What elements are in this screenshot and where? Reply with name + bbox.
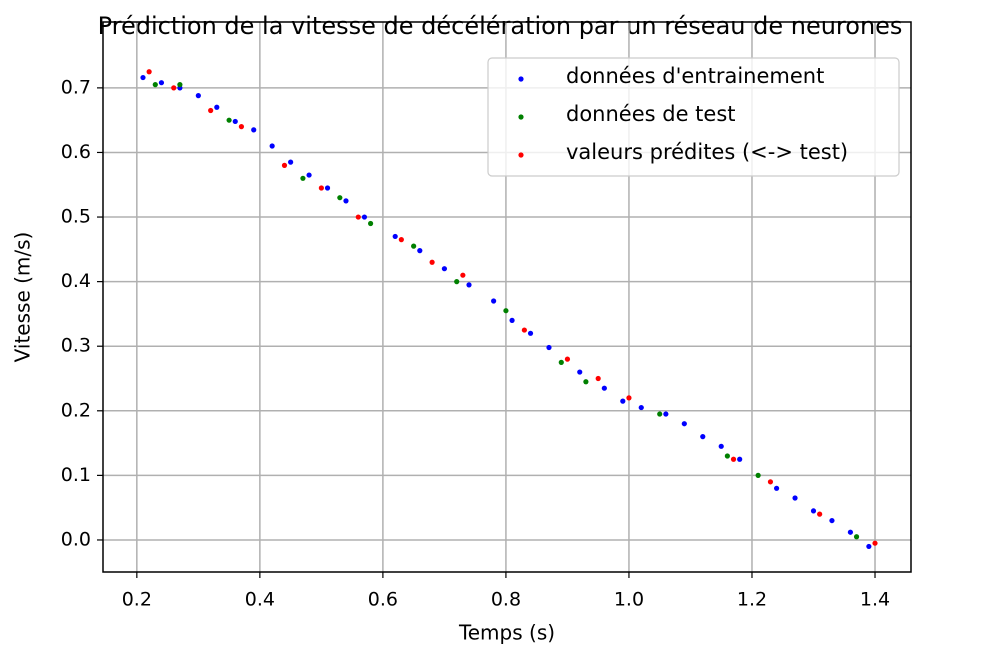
x-axis-label: Temps (s): [458, 621, 555, 645]
y-tick-label: 0.1: [61, 464, 91, 486]
point: [152, 82, 158, 88]
x-tick-label: 0.6: [368, 589, 398, 611]
point: [232, 118, 238, 125]
legend-label: valeurs prédites (<-> test): [566, 140, 848, 164]
point: [171, 85, 177, 91]
point: [829, 517, 835, 524]
point: [392, 233, 398, 240]
x-tick-label: 0.2: [122, 589, 152, 611]
point: [306, 172, 312, 178]
legend-box: [487, 57, 900, 177]
point: [441, 266, 448, 272]
point: [872, 540, 878, 546]
point: [657, 411, 663, 417]
chart-title: Prédiction de la vitesse de décélération…: [98, 12, 903, 40]
y-tick-label: 0.6: [61, 141, 91, 163]
point: [177, 82, 183, 88]
point: [140, 74, 146, 81]
y-tick-label: 0.5: [61, 206, 91, 228]
x-tick-label: 1.0: [614, 589, 644, 611]
point: [595, 375, 601, 382]
point: [429, 259, 435, 265]
point: [817, 511, 823, 517]
point: [558, 359, 564, 365]
point: [208, 107, 214, 114]
point: [724, 453, 730, 459]
point: [773, 485, 780, 491]
point: [755, 472, 761, 478]
x-tick-label: 1.4: [860, 589, 890, 611]
point: [681, 421, 687, 427]
point: [718, 443, 724, 449]
legend-label: données de test: [566, 102, 736, 126]
point: [583, 379, 589, 385]
legend-marker: [518, 76, 524, 82]
point: [195, 93, 201, 99]
point: [737, 456, 743, 462]
y-tick-label: 0.4: [61, 270, 91, 292]
point: [288, 159, 294, 165]
point: [355, 214, 361, 220]
point: [417, 248, 423, 254]
x-tick-label: 0.8: [491, 589, 521, 611]
plot-frame: [102, 21, 912, 573]
point: [521, 327, 527, 333]
point: [700, 434, 706, 440]
point: [503, 308, 509, 314]
point: [564, 356, 571, 362]
y-tick-label: 0.2: [61, 399, 91, 421]
point: [251, 127, 257, 133]
point: [367, 220, 374, 227]
point: [398, 237, 404, 243]
point: [767, 479, 774, 485]
point: [730, 456, 737, 462]
point: [601, 385, 607, 391]
x-tick-label: 0.4: [245, 589, 275, 611]
y-tick-label: 0.3: [61, 335, 91, 357]
point: [300, 175, 306, 181]
point: [509, 317, 515, 323]
point: [491, 298, 497, 304]
point: [638, 404, 644, 411]
point: [214, 104, 220, 110]
point: [577, 369, 583, 375]
point: [318, 185, 324, 191]
point: [853, 534, 860, 540]
point: [343, 198, 349, 204]
point: [324, 185, 331, 191]
point: [792, 495, 798, 501]
point: [337, 195, 343, 201]
legend-label: données d'entrainement: [566, 64, 824, 88]
y-axis-label: Vitesse (m/s): [11, 232, 35, 363]
point: [527, 330, 534, 336]
point: [238, 124, 245, 130]
y-tick-label: 0.0: [61, 528, 91, 550]
point: [361, 214, 368, 220]
point: [546, 344, 552, 351]
point: [281, 162, 288, 168]
legend-marker: [518, 152, 524, 158]
point: [847, 529, 854, 535]
point: [454, 279, 460, 285]
point: [158, 80, 165, 86]
point: [466, 282, 472, 288]
point: [620, 398, 626, 404]
y-tick-label: 0.7: [61, 76, 91, 98]
point: [411, 243, 417, 249]
point: [269, 143, 275, 149]
point: [226, 117, 232, 123]
x-tick-label: 1.2: [737, 589, 767, 611]
point: [663, 411, 669, 417]
point: [810, 508, 817, 514]
legend-marker: [518, 114, 524, 120]
point: [146, 69, 152, 75]
point: [460, 272, 466, 278]
point: [626, 395, 632, 401]
point: [866, 543, 872, 550]
